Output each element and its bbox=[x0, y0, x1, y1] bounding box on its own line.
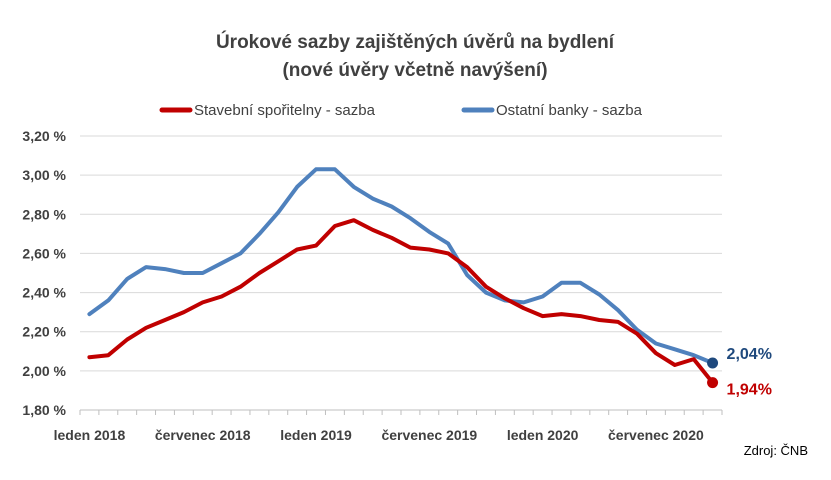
end-value-label: 2,04% bbox=[727, 346, 772, 363]
x-tick-label: červenec 2020 bbox=[608, 427, 704, 443]
y-tick-label: 2,60 % bbox=[22, 245, 66, 261]
y-tick-label: 2,00 % bbox=[22, 363, 66, 379]
chart-title: Úrokové sazby zajištěných úvěrů na bydle… bbox=[216, 31, 615, 53]
end-value-label: 1,94% bbox=[727, 382, 772, 399]
legend-label-ostatni: Ostatní banky - sazba bbox=[496, 102, 643, 119]
legend: Stavební spořitelny - sazba Ostatní bank… bbox=[159, 102, 643, 119]
x-tick-label: červenec 2019 bbox=[381, 427, 477, 443]
y-tick-label: 3,20 % bbox=[22, 128, 66, 144]
series-line-stavebni bbox=[87, 218, 715, 385]
gridlines bbox=[80, 135, 722, 372]
y-tick-label: 1,80 % bbox=[22, 402, 66, 418]
series-lines bbox=[87, 167, 719, 389]
source-note: Zdroj: ČNB bbox=[744, 443, 808, 458]
x-axis: leden 2018 červenec 2018 leden 2019 červene… bbox=[54, 409, 723, 443]
x-tick-label: leden 2019 bbox=[280, 427, 352, 443]
chart-subtitle: (nové úvěry včetně navýšení) bbox=[282, 60, 547, 81]
series-line-ostatni bbox=[87, 167, 715, 365]
y-tick-label: 3,00 % bbox=[22, 167, 66, 183]
y-tick-label: 2,80 % bbox=[22, 206, 66, 222]
x-tick-label: červenec 2018 bbox=[155, 427, 251, 443]
x-tick-label: leden 2020 bbox=[507, 427, 579, 443]
x-tick-label: leden 2018 bbox=[54, 427, 126, 443]
end-labels: 2,04% 1,94% bbox=[727, 346, 772, 399]
y-tick-label: 2,40 % bbox=[22, 285, 66, 301]
end-point-marker bbox=[707, 377, 719, 389]
end-point-marker bbox=[707, 357, 719, 369]
y-axis-ticks: 1,80 % 2,00 % 2,20 % 2,40 % 2,60 % 2,80 % 3,00… bbox=[22, 128, 66, 418]
y-tick-label: 2,20 % bbox=[22, 324, 66, 340]
legend-label-stavebni: Stavební spořitelny - sazba bbox=[194, 102, 376, 119]
